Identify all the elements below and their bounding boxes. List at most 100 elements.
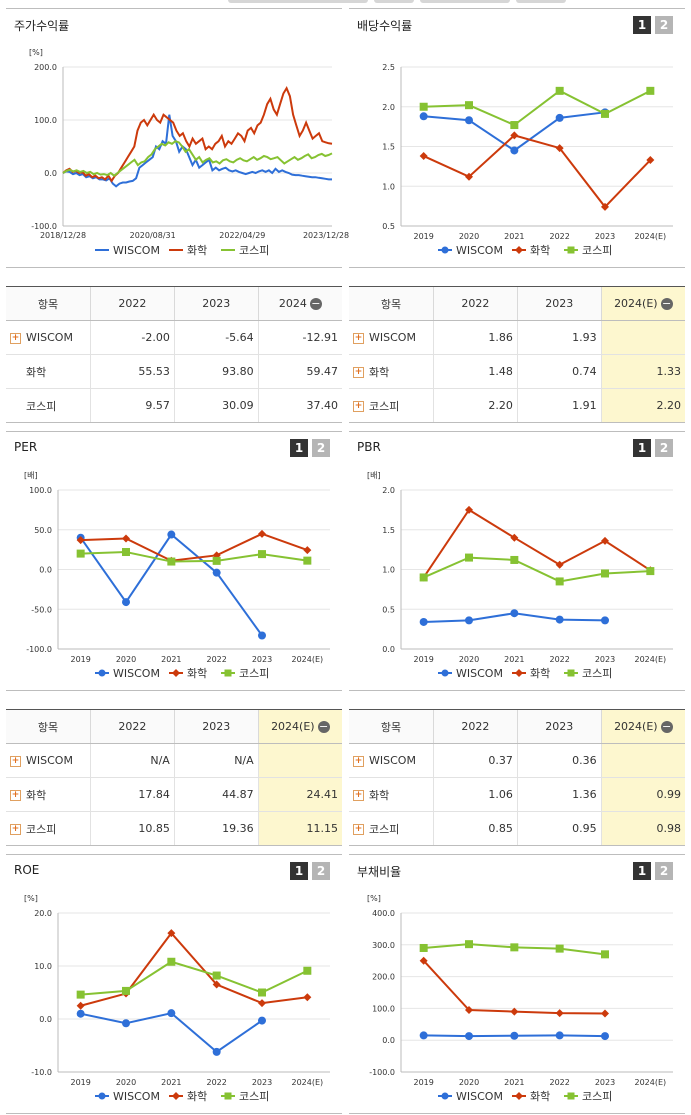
legend-marker-chem xyxy=(172,669,180,677)
data-point-wiscom xyxy=(555,113,564,122)
x-tick-label: 2020 xyxy=(459,655,479,664)
data-point-chem xyxy=(258,999,266,1008)
data-point-kospi xyxy=(601,950,609,959)
expand-icon[interactable]: + xyxy=(353,332,364,344)
data-point-kospi xyxy=(303,966,312,975)
series-line-chem xyxy=(423,134,652,209)
data-point-chem xyxy=(303,993,312,1002)
data-point-kospi xyxy=(555,944,564,953)
data-point-wiscom xyxy=(167,1009,176,1018)
data-point-kospi xyxy=(465,553,473,562)
page-2-button[interactable]: 2 xyxy=(312,439,330,457)
data-point-kospi xyxy=(510,555,519,564)
data-point-kospi xyxy=(419,102,428,111)
legend-label-wiscom: WISCOM xyxy=(456,1090,503,1103)
unit-label: [%] xyxy=(29,48,43,57)
data-point-wiscom xyxy=(258,1016,266,1025)
legend-label-kospi: 코스피 xyxy=(239,667,269,680)
series-line-kospi xyxy=(80,960,308,996)
expand-icon[interactable]: + xyxy=(353,824,364,835)
page-2-button[interactable]: 2 xyxy=(655,439,673,457)
y-tick-label: -100.0 xyxy=(369,1068,395,1077)
expand-icon[interactable]: + xyxy=(353,755,364,767)
table-cell: 0.98 xyxy=(600,811,685,845)
pbr-table: 항목 2022 2023 2024(E) − + WISCOM 0.37 0.36 + 화학 1.06… xyxy=(349,709,685,846)
legend-marker-wiscom xyxy=(441,246,449,254)
x-tick-label: 2019 xyxy=(413,655,433,664)
collapse-icon[interactable]: − xyxy=(660,297,673,310)
page-1-button[interactable]: 1 xyxy=(633,862,651,880)
unit-label: [배] xyxy=(367,471,381,480)
page-1-button[interactable]: 1 xyxy=(633,439,651,457)
page-2-button[interactable]: 2 xyxy=(655,16,673,34)
header-year: 2024− xyxy=(257,287,342,321)
data-point-chem xyxy=(510,533,519,542)
x-tick-label: 2022 xyxy=(549,655,569,664)
series-line-chem xyxy=(80,931,308,1007)
legend-marker-kospi xyxy=(224,669,232,677)
panel-title: ROE xyxy=(14,863,40,877)
table-cell: 1.33 xyxy=(600,354,685,389)
table-cell: 19.36 xyxy=(173,811,259,845)
header-year: 2024(E) − xyxy=(257,710,342,744)
expand-icon[interactable]: + xyxy=(10,790,21,801)
expand-icon[interactable]: + xyxy=(10,332,21,344)
row-label: 화학 xyxy=(6,354,91,389)
expand-icon[interactable]: + xyxy=(353,401,364,412)
row-label: + 화학 xyxy=(349,354,434,389)
header-year: 2024(E) − xyxy=(600,710,685,744)
expand-icon[interactable]: + xyxy=(10,824,21,835)
table-cell: 2.20 xyxy=(433,388,518,422)
header-year: 2023 xyxy=(516,710,602,744)
data-point-kospi xyxy=(465,101,473,110)
page-1-button[interactable]: 1 xyxy=(290,439,308,457)
x-tick-label: 2024(E) xyxy=(635,232,667,241)
data-point-chem xyxy=(258,529,266,538)
table-cell: 10.85 xyxy=(90,811,175,845)
table-cell: 0.99 xyxy=(600,777,685,812)
x-tick-label: 2019 xyxy=(70,655,90,664)
data-point-kospi xyxy=(646,86,655,95)
page-2-button[interactable]: 2 xyxy=(655,862,673,880)
x-tick-label: 2023 xyxy=(252,1078,272,1087)
data-point-wiscom xyxy=(258,631,266,640)
y-tick-label: -50.0 xyxy=(31,605,52,614)
header-year: 2023 xyxy=(173,287,259,321)
y-tick-label: 0.0 xyxy=(39,566,52,575)
data-point-chem xyxy=(601,1009,609,1018)
data-point-kospi xyxy=(122,548,130,557)
table-cell: -5.64 xyxy=(173,320,259,355)
table-cell: 0.74 xyxy=(516,354,602,389)
page-1-button[interactable]: 1 xyxy=(290,862,308,880)
page-2-button[interactable]: 2 xyxy=(312,862,330,880)
unit-label: [배] xyxy=(24,471,38,480)
debt-ratio-chart: 400.0 300.0 200.0 100.0 0.0 -100.0 [%] 2019 2020… xyxy=(367,894,673,1103)
header-item: 항목 xyxy=(349,287,434,321)
data-point-kospi xyxy=(419,943,428,952)
y-tick-label: 2.0 xyxy=(382,103,395,112)
data-point-kospi xyxy=(465,940,473,949)
y-tick-label: 1.5 xyxy=(382,526,395,535)
table-row: 코스피 9.57 30.09 37.40 xyxy=(6,388,342,422)
top-tab-strip xyxy=(0,0,691,6)
expand-icon[interactable]: + xyxy=(353,790,364,801)
x-tick-label: 2021 xyxy=(504,232,524,241)
y-tick-label: 0.0 xyxy=(44,169,57,178)
collapse-icon[interactable]: − xyxy=(309,297,322,310)
collapse-icon[interactable]: − xyxy=(660,720,673,733)
expand-icon[interactable]: + xyxy=(353,367,364,378)
data-point-chem xyxy=(76,1001,85,1010)
expand-icon[interactable]: + xyxy=(10,755,21,767)
y-tick-label: 1.0 xyxy=(382,566,395,575)
row-label: + 코스피 xyxy=(10,822,57,836)
table-cell: 30.09 xyxy=(173,388,259,422)
collapse-icon[interactable]: − xyxy=(317,720,330,733)
data-point-chem xyxy=(465,1005,473,1014)
page-1-button[interactable]: 1 xyxy=(633,16,651,34)
per-table: 항목 2022 2023 2024(E) − + WISCOM N/A N/A + 화학 17.84 4… xyxy=(6,709,342,846)
y-tick-label: 200.0 xyxy=(34,63,57,72)
legend-label-chem: 화학 xyxy=(530,1090,550,1103)
table-row: + WISCOM -2.00 -5.64 -12.91 xyxy=(6,320,342,355)
